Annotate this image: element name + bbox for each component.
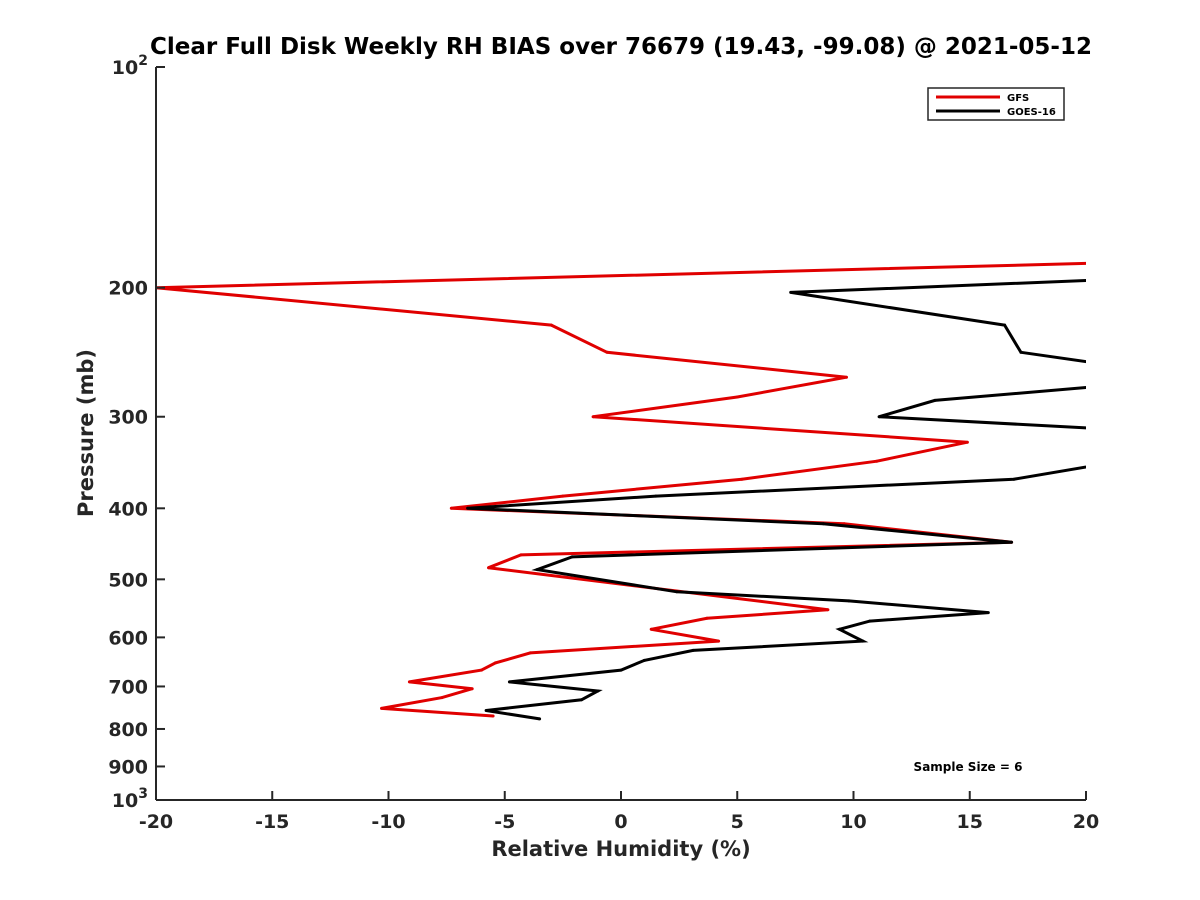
data-point-gfs bbox=[845, 375, 848, 379]
y-tick-label: 300 bbox=[108, 407, 148, 429]
data-point-gfs bbox=[528, 651, 532, 655]
data-point-goes16 bbox=[789, 290, 793, 294]
x-tick-label: 0 bbox=[614, 811, 627, 833]
y-tick-label: 200 bbox=[108, 278, 148, 300]
data-point-gfs bbox=[705, 616, 709, 620]
series-line-gfs bbox=[156, 261, 1086, 718]
x-axis-label: Relative Humidity (%) bbox=[491, 837, 750, 861]
data-point-gfs bbox=[440, 696, 444, 700]
data-point-goes16 bbox=[570, 555, 574, 559]
data-point-gfs bbox=[470, 687, 474, 691]
data-point-goes16 bbox=[619, 668, 623, 672]
data-point-goes16 bbox=[654, 494, 658, 498]
data-point-gfs bbox=[380, 706, 383, 710]
data-point-goes16 bbox=[538, 717, 542, 721]
y-tick-label: 800 bbox=[108, 719, 148, 741]
data-point-goes16 bbox=[821, 522, 825, 526]
data-point-gfs bbox=[875, 459, 879, 463]
data-point-gfs bbox=[717, 639, 721, 643]
x-tick-label: 15 bbox=[957, 811, 983, 833]
data-point-goes16 bbox=[675, 590, 679, 594]
data-point-gfs bbox=[449, 506, 453, 510]
data-point-goes16 bbox=[642, 658, 646, 662]
y-axis-label: Pressure (mb) bbox=[74, 349, 98, 517]
y-tick-label: 103 bbox=[112, 786, 148, 812]
data-point-gfs bbox=[735, 395, 739, 399]
data-point-goes16 bbox=[691, 648, 695, 652]
x-tick-label: -20 bbox=[139, 811, 173, 833]
data-point-goes16 bbox=[1108, 428, 1111, 431]
data-point-goes16 bbox=[933, 398, 937, 402]
data-point-goes16 bbox=[861, 639, 865, 643]
data-point-gfs bbox=[493, 661, 497, 665]
y-tick-label: 500 bbox=[108, 569, 148, 591]
data-point-gfs bbox=[965, 440, 969, 444]
data-point-gfs bbox=[480, 668, 483, 672]
data-point-goes16 bbox=[535, 568, 539, 572]
data-point-gfs bbox=[561, 494, 565, 498]
legend: GFS GOES-16 bbox=[927, 87, 1065, 121]
data-point-goes16 bbox=[484, 709, 488, 712]
data-point-gfs bbox=[591, 415, 595, 419]
data-point-goes16 bbox=[986, 611, 990, 615]
data-point-gfs bbox=[649, 627, 653, 631]
y-tick-label: 400 bbox=[108, 498, 148, 520]
data-point-goes16 bbox=[1108, 462, 1111, 465]
data-point-goes16 bbox=[1019, 350, 1023, 354]
ticks-layer: -20 -15 -10 -5 0 5 10 15 20 102 200 300 400 500 600 700… bbox=[108, 53, 1099, 833]
data-point-gfs bbox=[740, 477, 744, 481]
legend-label-gfs: GFS bbox=[1007, 93, 1029, 104]
data-point-goes16 bbox=[868, 619, 872, 623]
series-layer bbox=[156, 261, 1111, 721]
data-point-gfs bbox=[1108, 261, 1111, 264]
data-point-goes16 bbox=[580, 698, 583, 702]
y-tick-label: 700 bbox=[108, 676, 148, 698]
data-point-gfs bbox=[487, 566, 490, 570]
y-tick-label: 102 bbox=[112, 53, 148, 79]
legend-box bbox=[927, 87, 1065, 121]
data-point-goes16 bbox=[1012, 477, 1016, 481]
data-point-goes16 bbox=[466, 506, 470, 510]
data-point-goes16 bbox=[877, 415, 881, 419]
sample-size-annotation: Sample Size = 6 bbox=[914, 760, 1023, 774]
x-tick-label: 10 bbox=[840, 811, 866, 833]
data-point-gfs bbox=[407, 680, 411, 684]
y-tick-label: 900 bbox=[108, 756, 148, 778]
data-point-goes16 bbox=[1003, 323, 1007, 327]
x-tick-label: 20 bbox=[1073, 811, 1099, 833]
series-line-goes16 bbox=[467, 279, 1086, 721]
data-point-gfs bbox=[605, 350, 609, 354]
data-point-goes16 bbox=[596, 689, 600, 693]
x-tick-label: -15 bbox=[255, 811, 289, 833]
x-tick-label: 5 bbox=[731, 811, 744, 833]
data-point-goes16 bbox=[1108, 384, 1111, 387]
data-point-gfs bbox=[491, 714, 495, 718]
data-point-goes16 bbox=[1108, 364, 1111, 367]
x-tick-label: -5 bbox=[494, 811, 515, 833]
data-point-gfs bbox=[549, 323, 553, 327]
x-tick-label: -10 bbox=[371, 811, 405, 833]
data-point-gfs bbox=[519, 553, 523, 557]
chart-title: Clear Full Disk Weekly RH BIAS over 7667… bbox=[150, 34, 1092, 60]
legend-label-goes16: GOES-16 bbox=[1007, 107, 1056, 118]
data-point-goes16 bbox=[507, 680, 511, 684]
data-point-goes16 bbox=[1108, 278, 1111, 281]
data-point-gfs bbox=[826, 608, 830, 612]
data-point-goes16 bbox=[838, 627, 841, 631]
data-point-goes16 bbox=[1010, 540, 1014, 544]
y-tick-label: 600 bbox=[108, 627, 148, 649]
data-point-goes16 bbox=[847, 599, 851, 603]
